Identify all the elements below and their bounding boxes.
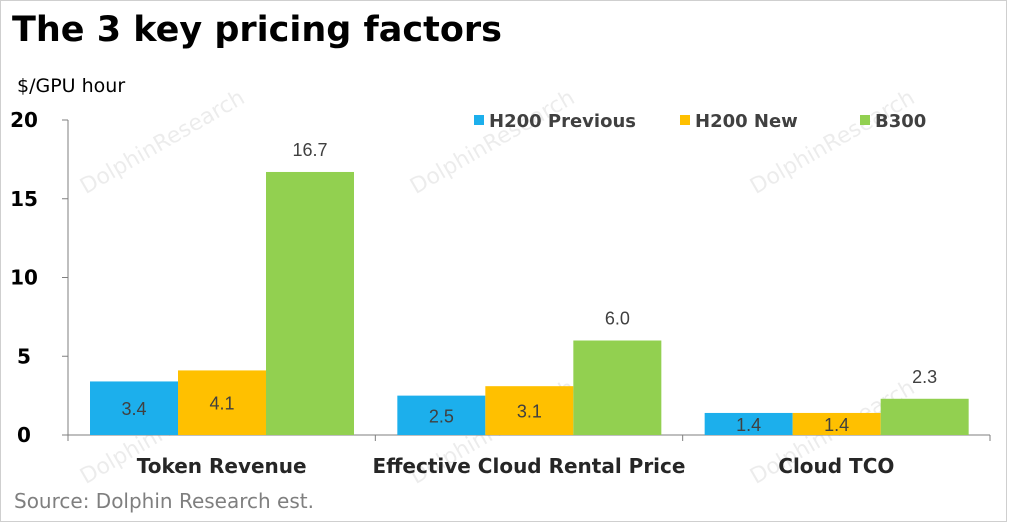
y-tick-label: 5 — [17, 344, 31, 368]
bar — [792, 412, 881, 435]
data-label: 6.0 — [605, 309, 630, 329]
y-tick-label: 15 — [10, 187, 38, 211]
data-label: 3.4 — [121, 399, 146, 419]
legend-swatch — [680, 115, 690, 125]
bar — [90, 381, 178, 435]
y-tick-label: 10 — [10, 266, 38, 290]
data-label: 2.5 — [429, 406, 454, 426]
chart-title: The 3 key pricing factors — [12, 10, 502, 50]
bar — [178, 370, 266, 435]
y-axis-label: $/GPU hour — [17, 75, 126, 97]
legend-label: H200 Previous — [489, 111, 636, 132]
data-label: 2.3 — [912, 367, 937, 387]
y-tick-label: 0 — [17, 423, 31, 447]
legend-label: B300 — [875, 111, 926, 132]
bar — [880, 398, 969, 435]
data-label: 4.1 — [209, 394, 234, 414]
y-tick-label: 20 — [10, 108, 38, 132]
legend-label: H200 New — [695, 111, 798, 132]
bar — [573, 340, 662, 435]
source-note: Source: Dolphin Research est. — [14, 489, 314, 513]
bar — [397, 395, 486, 435]
data-label: 16.7 — [292, 140, 327, 160]
data-label: 1.4 — [736, 415, 761, 435]
category-label: Token Revenue — [137, 454, 307, 478]
bar — [704, 412, 793, 435]
legend-swatch — [860, 115, 870, 125]
data-label: 3.1 — [517, 402, 542, 422]
bar — [266, 171, 354, 435]
category-label: Effective Cloud Rental Price — [373, 454, 686, 478]
category-label: Cloud TCO — [778, 454, 894, 478]
data-label: 1.4 — [824, 415, 849, 435]
legend-swatch — [474, 115, 484, 125]
bar — [485, 386, 574, 435]
